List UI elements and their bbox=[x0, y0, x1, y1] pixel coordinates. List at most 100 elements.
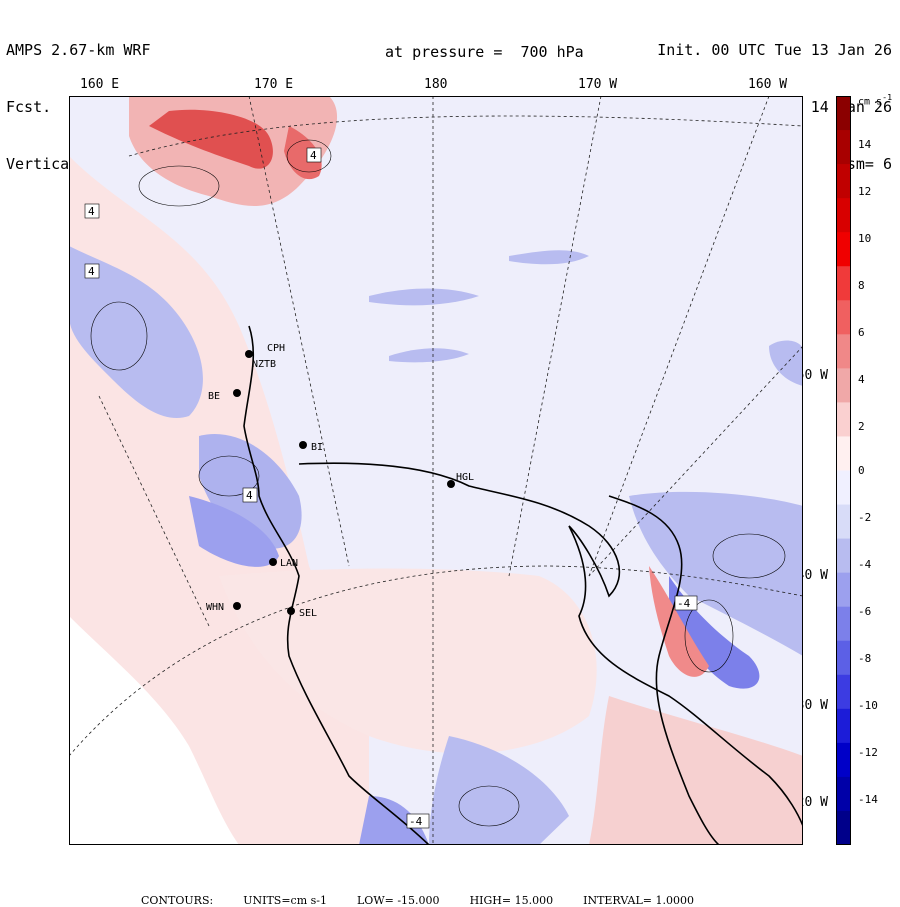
footer-contours: CONTOURS: UNITS=cm s-1 LOW= -15.000 HIGH= 1… bbox=[134, 881, 724, 907]
blue-core-east bbox=[669, 576, 760, 689]
graticule-lon-160e bbox=[98, 395, 210, 627]
contour-lines bbox=[90, 139, 786, 827]
lon-label-170w: 170 W bbox=[578, 77, 618, 92]
colorbar-band bbox=[836, 810, 851, 845]
contour-label: 4 bbox=[246, 489, 253, 502]
colorbar-band bbox=[836, 436, 851, 471]
coastline-marie-byrd bbox=[608, 495, 720, 845]
station-be: BE bbox=[208, 391, 220, 402]
colorbar-band bbox=[836, 96, 851, 131]
colorbar-band bbox=[836, 130, 851, 165]
colorbar-unit: cm s-1 bbox=[858, 92, 893, 108]
colorbar-band bbox=[836, 198, 851, 233]
footer-high: HIGH= 15.000 bbox=[469, 894, 554, 907]
model-title: AMPS 2.67-km WRF bbox=[6, 41, 151, 59]
pressure-label: at pressure = 700 hPa bbox=[385, 43, 584, 61]
colorbar-band bbox=[836, 742, 851, 778]
station-dot-hgl bbox=[447, 480, 455, 488]
contour-5 bbox=[458, 785, 520, 827]
colorbar-band bbox=[836, 334, 851, 369]
lon-label-170e: 170 E bbox=[254, 77, 294, 92]
footer-units: UNITS=cm s-1 bbox=[243, 894, 327, 907]
contour-6 bbox=[90, 301, 148, 371]
colorbar-label: -2 bbox=[858, 511, 872, 524]
station-bi: BI bbox=[311, 442, 323, 453]
colorbar-label: -4 bbox=[858, 558, 872, 571]
colorbar-band bbox=[836, 708, 851, 744]
contour-7 bbox=[712, 533, 786, 579]
contour-label-boxes: 4 4 4 -4 -4 4 bbox=[84, 147, 698, 829]
colorbar-band bbox=[836, 572, 851, 608]
red-core-north bbox=[149, 109, 273, 169]
colorbar-label: 12 bbox=[858, 185, 872, 198]
graticule-lon-170e bbox=[248, 96, 350, 567]
contour-3 bbox=[198, 455, 260, 497]
streak-3 bbox=[389, 348, 469, 363]
colorbar-label: 4 bbox=[858, 373, 865, 386]
map-frame bbox=[69, 96, 803, 845]
streak-1 bbox=[509, 250, 589, 265]
graticule-lon-160w bbox=[588, 96, 770, 577]
lon-label-160e: 160 E bbox=[80, 77, 120, 92]
pink-zone-southeast bbox=[589, 696, 803, 845]
station-dot-be bbox=[233, 389, 241, 397]
vertical-velocity-map: 4 4 4 -4 -4 4 CPH NZTB BE BI HGL LAN bbox=[69, 96, 803, 845]
colorbar-frame bbox=[836, 96, 851, 845]
blue-zone-south-west bbox=[359, 796, 429, 845]
colorbar-band bbox=[836, 538, 851, 574]
colorbar-label: 2 bbox=[858, 420, 865, 433]
streak-2 bbox=[369, 288, 479, 306]
station-hgl: HGL bbox=[456, 472, 474, 483]
station-whn: WHN bbox=[206, 602, 224, 613]
footer-low: LOW= -15.000 bbox=[357, 894, 440, 907]
contour-label: -4 bbox=[409, 815, 423, 828]
blue-zone-lan bbox=[189, 496, 279, 567]
coastline bbox=[243, 325, 803, 845]
colorbar-label: 14 bbox=[858, 138, 872, 151]
red-cell-4 bbox=[284, 126, 322, 180]
stations: CPH NZTB BE BI HGL LAN WHN SEL bbox=[206, 343, 474, 619]
colorbar-band bbox=[836, 470, 851, 506]
colorbar-band bbox=[836, 674, 851, 710]
colorbar-band bbox=[836, 402, 851, 437]
colorbar-label: 6 bbox=[858, 326, 865, 339]
colorbar-band bbox=[836, 776, 851, 812]
colorbar-band bbox=[836, 300, 851, 335]
graticule bbox=[69, 96, 803, 845]
station-nztb: NZTB bbox=[252, 359, 276, 370]
station-lan: LAN bbox=[280, 558, 298, 569]
lon-label-180: 180 bbox=[424, 77, 448, 92]
streak-4 bbox=[769, 340, 803, 386]
colorbar-label: 10 bbox=[858, 232, 872, 245]
colorbar-label: 8 bbox=[858, 279, 865, 292]
smoothing-label: sm= 6 bbox=[846, 155, 892, 173]
contour-label: -4 bbox=[677, 597, 691, 610]
init-time: Init. 00 UTC Tue 13 Jan 26 bbox=[657, 41, 892, 59]
contour-label: 4 bbox=[310, 149, 317, 162]
colorbar-label: 0 bbox=[858, 464, 865, 477]
station-cph: CPH bbox=[267, 343, 285, 354]
colorbar-band bbox=[836, 266, 851, 301]
station-sel: SEL bbox=[299, 608, 317, 619]
lon-label-160w: 160 W bbox=[748, 77, 788, 92]
colorbar-band bbox=[836, 504, 851, 540]
colorbar-band bbox=[836, 368, 851, 403]
colorbar-label: -6 bbox=[858, 605, 872, 618]
colorbar-label: -12 bbox=[858, 746, 878, 759]
colorbar bbox=[836, 96, 851, 845]
pink-zone-center bbox=[219, 568, 597, 754]
station-dot-cph bbox=[245, 350, 253, 358]
station-dot-whn bbox=[233, 602, 241, 610]
colorbar-label: -8 bbox=[858, 652, 872, 665]
coastline-east bbox=[568, 525, 803, 827]
blue-zone-west bbox=[69, 246, 203, 418]
blue-zone-south bbox=[429, 736, 569, 845]
unplotted-region bbox=[69, 616, 239, 845]
colorbar-bands bbox=[836, 96, 851, 845]
ice-shelf-edge bbox=[298, 462, 621, 598]
footer-interval: INTERVAL= 1.0000 bbox=[583, 894, 694, 907]
colorbar-band bbox=[836, 164, 851, 199]
footer-contours-label: CONTOURS: bbox=[141, 894, 214, 907]
red-zone-east bbox=[649, 566, 709, 677]
graticule-lat-mid bbox=[69, 565, 803, 757]
